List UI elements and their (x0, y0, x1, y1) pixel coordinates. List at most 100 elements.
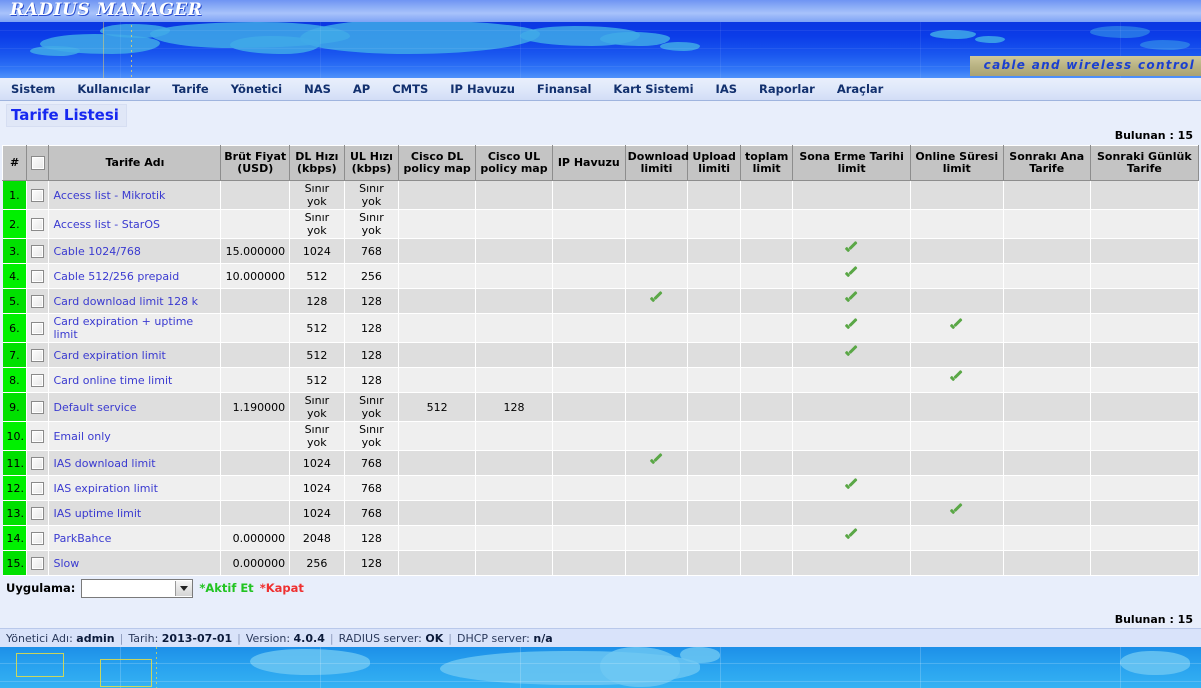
cell-tarife-adi[interactable]: Default service (48, 392, 222, 422)
row-checkbox[interactable] (31, 217, 45, 231)
row-select-cell[interactable] (26, 367, 50, 393)
menu-item-sistem[interactable]: Sistem (11, 82, 56, 96)
row-select-cell[interactable] (26, 421, 50, 451)
row-checkbox[interactable] (31, 348, 45, 362)
menu-item-kart-sistemi[interactable]: Kart Sistemi (613, 82, 694, 96)
cell-tarife-adi[interactable]: IAS expiration limit (48, 475, 222, 501)
menu-item-araclar[interactable]: Araçlar (836, 82, 884, 96)
tariff-link[interactable]: Default service (53, 400, 137, 414)
menu-item-ias[interactable]: IAS (715, 82, 738, 96)
cell-tarife-adi[interactable]: ParkBahce (48, 525, 222, 551)
col-header-ip-havuzu[interactable]: IP Havuzu (551, 145, 626, 181)
menu-item-yonetici[interactable]: Yönetici (230, 82, 283, 96)
menu-item-ap[interactable]: AP (352, 82, 371, 96)
col-header-cisco-ul-policy-map[interactable]: Cisco UL policy map (475, 145, 553, 181)
menu-item-nas[interactable]: NAS (304, 82, 331, 96)
table-row: 11. IAS download limit 1024 768 (2, 450, 1200, 476)
row-checkbox[interactable] (31, 429, 45, 443)
row-select-cell[interactable] (26, 475, 50, 501)
row-select-cell[interactable] (26, 288, 50, 314)
cell-tarife-adi[interactable]: IAS uptime limit (48, 500, 222, 526)
col-header-ul-hizi[interactable]: UL Hızı (kbps) (343, 145, 400, 181)
row-checkbox[interactable] (31, 269, 45, 283)
tariff-link[interactable]: Card expiration + uptime limit (53, 315, 194, 341)
cell-tarife-adi[interactable]: Card expiration limit (48, 342, 222, 368)
row-select-cell[interactable] (26, 550, 50, 576)
menu-item-finansal[interactable]: Finansal (536, 82, 592, 96)
row-checkbox[interactable] (31, 506, 45, 520)
cell-tarife-adi[interactable]: IAS download limit (48, 450, 222, 476)
tariff-link[interactable]: Card online time limit (53, 373, 173, 387)
tariff-link[interactable]: Card download limit 128 k (53, 294, 198, 308)
cell-tarife-adi[interactable]: Cable 1024/768 (48, 238, 222, 264)
col-header-selectall[interactable] (26, 145, 50, 181)
col-header-dl-hizi[interactable]: DL Hızı (kbps) (289, 145, 345, 181)
menu-item-tarife[interactable]: Tarife (172, 82, 209, 96)
cell-tarife-adi[interactable]: Access list - Mikrotik (48, 180, 222, 210)
row-checkbox[interactable] (31, 373, 45, 387)
menu-item-raporlar[interactable]: Raporlar (759, 82, 815, 96)
row-checkbox[interactable] (31, 294, 45, 308)
table-row: 13. IAS uptime limit 1024 768 (2, 500, 1200, 526)
cell-sonraki-gunluk-tarife (1090, 550, 1200, 576)
activate-link[interactable]: *Aktif Et (199, 581, 254, 595)
cell-tarife-adi[interactable]: Cable 512/256 prepaid (48, 263, 222, 289)
cell-tarife-adi[interactable]: Slow (48, 550, 222, 576)
col-header-upload-limiti[interactable]: Upload limiti (687, 145, 741, 181)
tariff-link[interactable]: Cable 512/256 prepaid (53, 269, 180, 283)
row-select-cell[interactable] (26, 209, 50, 239)
tariff-link[interactable]: IAS expiration limit (53, 481, 158, 495)
tariff-link[interactable]: Email only (53, 429, 111, 443)
menu-item-cmts[interactable]: CMTS (392, 82, 429, 96)
col-header-brut-fiyat[interactable]: Brüt Fiyat (USD) (220, 145, 291, 181)
chevron-down-icon[interactable] (175, 580, 193, 596)
col-header-toplam-limit[interactable]: toplam limit (739, 145, 794, 181)
cell-ul-hizi: 768 (344, 500, 400, 526)
cell-tarife-adi[interactable]: Card online time limit (48, 367, 222, 393)
col-header-sonraki-gunluk-tarife[interactable]: Sonraki Günlük Tarife (1089, 145, 1200, 181)
col-header-cisco-dl-policy-map[interactable]: Cisco DL policy map (398, 145, 477, 181)
row-select-cell[interactable] (26, 450, 50, 476)
tariff-link[interactable]: Access list - Mikrotik (53, 188, 166, 202)
row-select-cell[interactable] (26, 263, 50, 289)
select-all-checkbox[interactable] (30, 156, 45, 170)
cell-tarife-adi[interactable]: Card expiration + uptime limit (48, 313, 222, 343)
row-select-cell[interactable] (26, 238, 50, 264)
cell-tarife-adi[interactable]: Email only (48, 421, 222, 451)
row-checkbox[interactable] (31, 244, 45, 258)
row-checkbox[interactable] (31, 321, 45, 335)
col-header-online-suresi-limit[interactable]: Online Süresi limit (909, 145, 1004, 181)
row-checkbox[interactable] (31, 456, 45, 470)
row-checkbox[interactable] (31, 400, 45, 414)
row-checkbox[interactable] (31, 531, 45, 545)
cell-upload-limiti (687, 180, 741, 210)
tariff-link[interactable]: Access list - StarOS (53, 217, 160, 231)
row-select-cell[interactable] (26, 342, 50, 368)
bulk-action-select[interactable] (81, 578, 194, 598)
row-select-cell[interactable] (26, 313, 50, 343)
tariff-link[interactable]: IAS download limit (53, 456, 156, 470)
col-header-download-limiti[interactable]: Download limiti (624, 145, 689, 181)
tariff-link[interactable]: ParkBahce (53, 531, 112, 545)
cell-tarife-adi[interactable]: Access list - StarOS (48, 209, 222, 239)
tariff-link[interactable]: Slow (53, 556, 80, 570)
tariff-link[interactable]: Card expiration limit (53, 348, 166, 362)
close-link[interactable]: *Kapat (259, 581, 304, 595)
row-select-cell[interactable] (26, 392, 50, 422)
row-checkbox[interactable] (31, 481, 45, 495)
row-checkbox[interactable] (31, 188, 45, 202)
col-header-sonraki-ana-tarife[interactable]: Sonrakı Ana Tarife (1002, 145, 1091, 181)
row-select-cell[interactable] (26, 180, 50, 210)
row-select-cell[interactable] (26, 500, 50, 526)
tariff-link[interactable]: IAS uptime limit (53, 506, 142, 520)
cell-tarife-adi[interactable]: Card download limit 128 k (48, 288, 222, 314)
cell-download-limiti (625, 342, 689, 368)
tariff-link[interactable]: Cable 1024/768 (53, 244, 141, 258)
row-select-cell[interactable] (26, 525, 50, 551)
menu-item-ip-havuzu[interactable]: IP Havuzu (450, 82, 515, 96)
bulk-action-bar: Uygulama: *Aktif Et *Kapat (0, 576, 1201, 600)
col-header-sona-erme-tarihi-limit[interactable]: Sona Erme Tarihi limit (792, 145, 911, 181)
col-header-tarife-adi[interactable]: Tarife Adı (48, 145, 222, 181)
menu-item-kullanicilar[interactable]: Kullanıcılar (77, 82, 151, 96)
row-checkbox[interactable] (31, 556, 45, 570)
